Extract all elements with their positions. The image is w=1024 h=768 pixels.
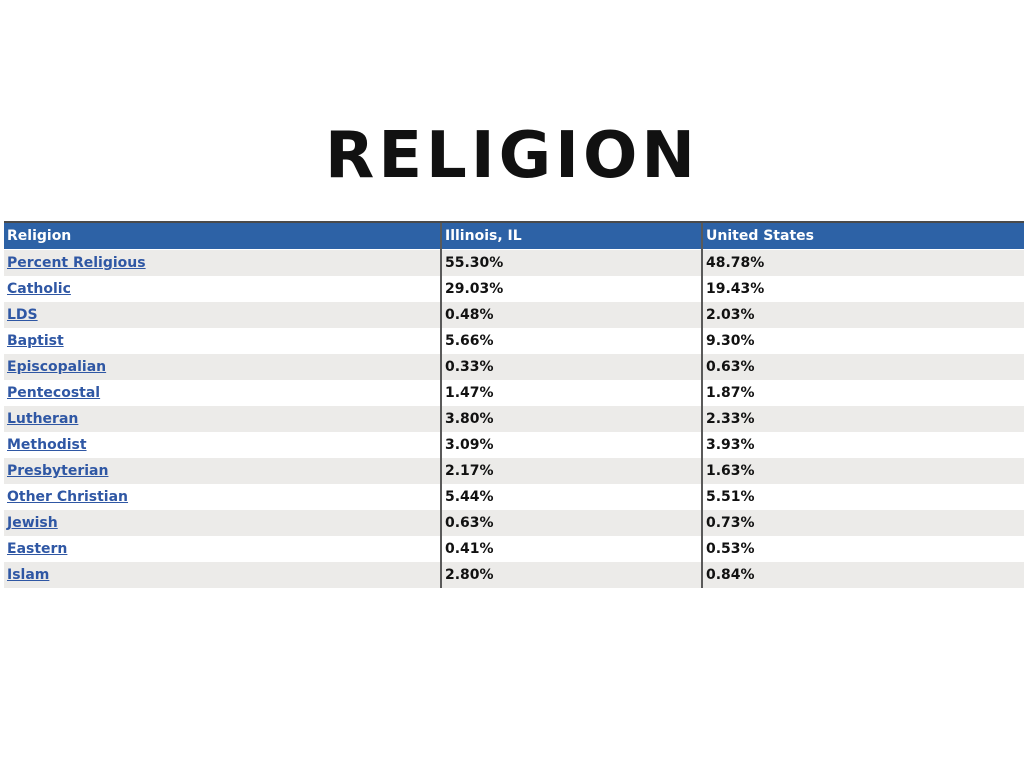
us-value: 0.84% — [701, 562, 1024, 588]
us-value: 2.33% — [701, 406, 1024, 432]
religion-link[interactable]: Pentecostal — [7, 385, 101, 401]
religion-link[interactable]: Other Christian — [7, 489, 129, 505]
us-value: 19.43% — [701, 276, 1024, 302]
us-value: 1.87% — [701, 380, 1024, 406]
illinois-value: 0.63% — [440, 510, 702, 536]
table-row: Islam 2.80% 0.84% — [4, 562, 1024, 588]
religion-cell: Catholic — [4, 276, 441, 302]
religion-link[interactable]: Jewish — [7, 515, 58, 531]
illinois-value: 1.47% — [440, 380, 702, 406]
religion-table: Religion Illinois, IL United States Perc… — [4, 221, 1024, 588]
us-value: 48.78% — [701, 249, 1024, 276]
religion-cell: Eastern — [4, 536, 441, 562]
slide-title: RELIGION — [325, 119, 699, 193]
us-value: 0.73% — [701, 510, 1024, 536]
religion-cell: Percent Religious — [4, 249, 441, 276]
religion-link[interactable]: Episcopalian — [7, 359, 107, 375]
us-value: 0.53% — [701, 536, 1024, 562]
us-value: 5.51% — [701, 484, 1024, 510]
table-row: Pentecostal 1.47% 1.87% — [4, 380, 1024, 406]
table-row: Episcopalian 0.33% 0.63% — [4, 354, 1024, 380]
table-header-row: Religion Illinois, IL United States — [4, 221, 1024, 250]
us-value: 3.93% — [701, 432, 1024, 458]
table-row: Baptist 5.66% 9.30% — [4, 328, 1024, 354]
religion-cell: Islam — [4, 562, 441, 588]
illinois-value: 0.48% — [440, 302, 702, 328]
religion-cell: Episcopalian — [4, 354, 441, 380]
illinois-value: 2.17% — [440, 458, 702, 484]
us-value: 0.63% — [701, 354, 1024, 380]
religion-cell: Lutheran — [4, 406, 441, 432]
illinois-value: 5.44% — [440, 484, 702, 510]
religion-link[interactable]: LDS — [7, 307, 38, 323]
illinois-value: 29.03% — [440, 276, 702, 302]
illinois-value: 5.66% — [440, 328, 702, 354]
religion-cell: Presbyterian — [4, 458, 441, 484]
illinois-value: 0.33% — [440, 354, 702, 380]
religion-link[interactable]: Baptist — [7, 333, 64, 349]
column-header-united-states: United States — [701, 221, 1024, 250]
illinois-value: 3.09% — [440, 432, 702, 458]
table-row: Jewish 0.63% 0.73% — [4, 510, 1024, 536]
religion-link[interactable]: Lutheran — [7, 411, 79, 427]
religion-link[interactable]: Catholic — [7, 281, 71, 297]
illinois-value: 3.80% — [440, 406, 702, 432]
table-row: Lutheran 3.80% 2.33% — [4, 406, 1024, 432]
religion-cell: Methodist — [4, 432, 441, 458]
religion-cell: Pentecostal — [4, 380, 441, 406]
religion-cell: LDS — [4, 302, 441, 328]
us-value: 9.30% — [701, 328, 1024, 354]
table-row: Eastern 0.41% 0.53% — [4, 536, 1024, 562]
us-value: 1.63% — [701, 458, 1024, 484]
table-row: Presbyterian 2.17% 1.63% — [4, 458, 1024, 484]
illinois-value: 2.80% — [440, 562, 702, 588]
table-row: Catholic 29.03% 19.43% — [4, 276, 1024, 302]
religion-link[interactable]: Eastern — [7, 541, 68, 557]
table-row: Percent Religious 55.30% 48.78% — [4, 249, 1024, 276]
religion-cell: Jewish — [4, 510, 441, 536]
religion-link[interactable]: Islam — [7, 567, 50, 583]
religion-link[interactable]: Methodist — [7, 437, 87, 453]
religion-link[interactable]: Percent Religious — [7, 255, 146, 271]
table-row: LDS 0.48% 2.03% — [4, 302, 1024, 328]
column-header-religion: Religion — [4, 221, 441, 250]
religion-cell: Other Christian — [4, 484, 441, 510]
illinois-value: 55.30% — [440, 249, 702, 276]
religion-cell: Baptist — [4, 328, 441, 354]
illinois-value: 0.41% — [440, 536, 702, 562]
us-value: 2.03% — [701, 302, 1024, 328]
table-row: Methodist 3.09% 3.93% — [4, 432, 1024, 458]
religion-link[interactable]: Presbyterian — [7, 463, 109, 479]
column-header-illinois: Illinois, IL — [440, 221, 702, 250]
table-row: Other Christian 5.44% 5.51% — [4, 484, 1024, 510]
